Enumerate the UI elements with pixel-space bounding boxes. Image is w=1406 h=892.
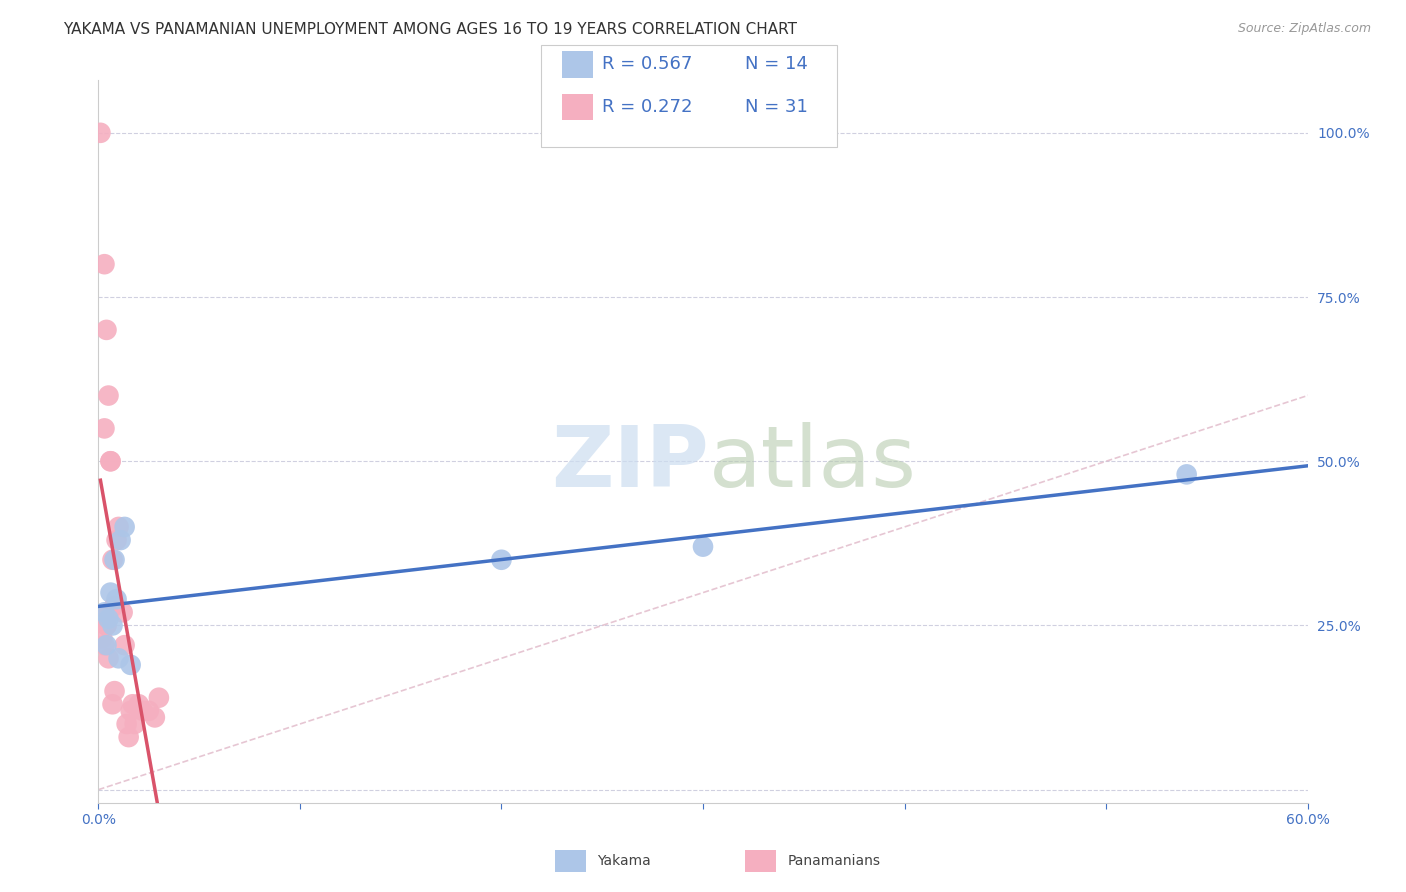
Point [105, 592, 128, 607]
Point [103, 684, 125, 698]
Point [100, 585, 122, 599]
Text: N = 14: N = 14 [745, 55, 808, 73]
Point [128, 698, 150, 712]
Point [93, 605, 115, 619]
Text: Panamanians: Panamanians [787, 855, 880, 868]
Point [1175, 467, 1198, 482]
Text: Yakama: Yakama [598, 855, 651, 868]
Point [132, 704, 155, 718]
Point [93, 638, 115, 652]
Text: R = 0.272: R = 0.272 [602, 98, 692, 116]
Point [138, 704, 160, 718]
Point [97, 388, 120, 402]
Point [103, 599, 125, 613]
Point [100, 454, 122, 468]
Point [89, 126, 111, 140]
Point [100, 454, 122, 468]
Point [120, 657, 142, 672]
Point [93, 421, 115, 435]
Text: atlas: atlas [709, 422, 917, 505]
Point [101, 698, 124, 712]
Point [115, 717, 138, 731]
Point [101, 553, 124, 567]
Point [143, 710, 166, 724]
Point [118, 730, 141, 744]
Point [91, 632, 114, 646]
Point [121, 698, 143, 712]
Point [96, 618, 118, 632]
Point [111, 605, 134, 619]
Point [101, 618, 124, 632]
Text: R = 0.567: R = 0.567 [602, 55, 692, 73]
Point [148, 690, 170, 705]
Point [97, 651, 120, 665]
Point [107, 651, 129, 665]
Point [107, 520, 129, 534]
Point [105, 533, 128, 547]
Point [97, 612, 120, 626]
Point [110, 533, 132, 547]
Point [692, 540, 714, 554]
Point [114, 520, 136, 534]
Text: Source: ZipAtlas.com: Source: ZipAtlas.com [1237, 22, 1371, 36]
Point [93, 257, 115, 271]
Point [97, 605, 120, 619]
Point [103, 553, 125, 567]
Point [96, 323, 118, 337]
Point [491, 553, 513, 567]
Text: YAKAMA VS PANAMANIAN UNEMPLOYMENT AMONG AGES 16 TO 19 YEARS CORRELATION CHART: YAKAMA VS PANAMANIAN UNEMPLOYMENT AMONG … [63, 22, 797, 37]
Text: ZIP: ZIP [551, 422, 709, 505]
Point [96, 618, 118, 632]
Point [124, 717, 146, 731]
Point [114, 638, 136, 652]
Point [120, 704, 142, 718]
Point [96, 638, 118, 652]
Text: N = 31: N = 31 [745, 98, 808, 116]
